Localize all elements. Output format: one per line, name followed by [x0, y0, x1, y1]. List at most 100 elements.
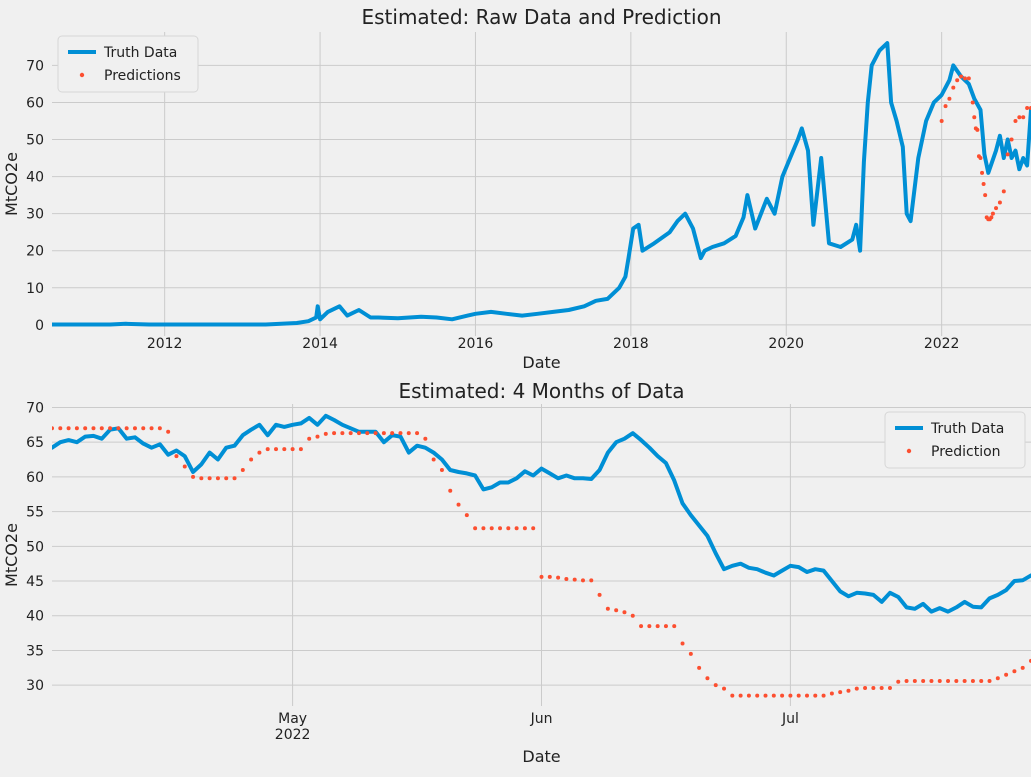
x-axis-label: Date — [522, 747, 560, 766]
y-tick-label: 50 — [26, 539, 44, 555]
prediction-point — [439, 467, 444, 472]
prediction-point — [373, 431, 378, 436]
prediction-point — [713, 683, 718, 688]
prediction-point — [639, 624, 644, 629]
prediction-point — [323, 431, 328, 436]
prediction-point — [697, 665, 702, 670]
prediction-point — [149, 426, 154, 431]
prediction-point — [947, 96, 952, 101]
legend-label: Truth Data — [103, 45, 177, 61]
prediction-point — [1004, 672, 1009, 677]
y-tick-label: 60 — [26, 470, 44, 486]
prediction-point — [804, 693, 809, 698]
prediction-point — [980, 170, 985, 175]
prediction-point — [680, 641, 685, 646]
series-line-truth — [52, 413, 1031, 614]
legend-swatch-prediction — [79, 72, 85, 78]
prediction-point — [1017, 115, 1022, 120]
prediction-point — [780, 693, 785, 698]
prediction-point — [132, 426, 137, 431]
prediction-point — [332, 431, 337, 436]
prediction-point — [473, 526, 478, 531]
prediction-point — [846, 688, 851, 693]
series-line-truth — [52, 41, 1031, 327]
prediction-point — [340, 431, 345, 436]
prediction-point — [979, 679, 984, 684]
legend-swatch-prediction — [906, 448, 912, 454]
prediction-point — [630, 613, 635, 618]
prediction-point — [771, 693, 776, 698]
x-tick-label: 2018 — [613, 336, 649, 352]
chart-title: Estimated: 4 Months of Data — [398, 379, 684, 403]
prediction-point — [215, 476, 220, 481]
prediction-point — [91, 426, 96, 431]
prediction-point — [415, 431, 420, 436]
prediction-point — [274, 447, 279, 452]
x-tick-sublabel: 2022 — [275, 727, 311, 743]
prediction-point — [1025, 106, 1030, 110]
prediction-point — [854, 686, 859, 691]
prediction-point — [994, 206, 999, 211]
prediction-point — [52, 426, 54, 431]
prediction-point — [939, 118, 944, 123]
prediction-point — [970, 100, 975, 105]
prediction-point — [265, 447, 270, 452]
y-tick-label: 30 — [26, 207, 44, 223]
prediction-point — [959, 74, 964, 79]
prediction-point — [74, 426, 79, 431]
x-tick-label: 2012 — [147, 336, 183, 352]
prediction-point — [705, 676, 710, 681]
legend-label: Predictions — [104, 68, 181, 84]
prediction-point — [955, 78, 960, 83]
prediction-point — [605, 606, 610, 611]
prediction-point — [978, 156, 983, 161]
prediction-point — [763, 693, 768, 698]
prediction-point — [937, 679, 942, 684]
plot-area — [52, 413, 1031, 698]
x-axis-label: Date — [522, 353, 560, 372]
prediction-point — [622, 610, 627, 615]
prediction-point — [298, 447, 303, 452]
prediction-point — [464, 513, 469, 518]
prediction-point — [722, 686, 727, 691]
prediction-point — [174, 454, 179, 459]
prediction-point — [514, 526, 519, 531]
legend-label: Truth Data — [930, 421, 1004, 437]
legend: Truth Data Prediction — [884, 411, 1026, 469]
prediction-point — [1020, 665, 1025, 670]
prediction-point — [871, 685, 876, 690]
prediction-point — [1001, 189, 1006, 194]
prediction-point — [879, 685, 884, 690]
y-axis-label: MtCO2e — [2, 152, 21, 216]
prediction-point — [813, 693, 818, 698]
prediction-point — [224, 476, 229, 481]
prediction-point — [975, 127, 980, 132]
prediction-point — [746, 693, 751, 698]
prediction-point — [796, 693, 801, 698]
prediction-point — [182, 464, 187, 469]
prediction-point — [904, 679, 909, 684]
prediction-point — [481, 526, 486, 531]
prediction-point — [655, 624, 660, 629]
prediction-point — [981, 182, 986, 186]
y-tick-label: 65 — [26, 435, 44, 451]
prediction-point — [943, 104, 948, 109]
legend: Truth Data Predictions — [57, 35, 199, 93]
chart-title: Estimated: Raw Data and Prediction — [361, 5, 721, 29]
prediction-point — [249, 457, 254, 462]
prediction-point — [995, 676, 1000, 681]
y-tick-label: 0 — [35, 318, 44, 334]
prediction-point — [232, 476, 237, 481]
prediction-point — [448, 488, 453, 493]
prediction-point — [738, 693, 743, 698]
prediction-point — [348, 431, 353, 436]
prediction-point — [946, 679, 951, 684]
prediction-point — [539, 574, 544, 579]
prediction-point — [240, 467, 245, 472]
prediction-point — [755, 693, 760, 698]
prediction-point — [157, 426, 162, 431]
prediction-point — [390, 431, 395, 436]
prediction-point — [614, 608, 619, 613]
prediction-point — [647, 624, 652, 629]
